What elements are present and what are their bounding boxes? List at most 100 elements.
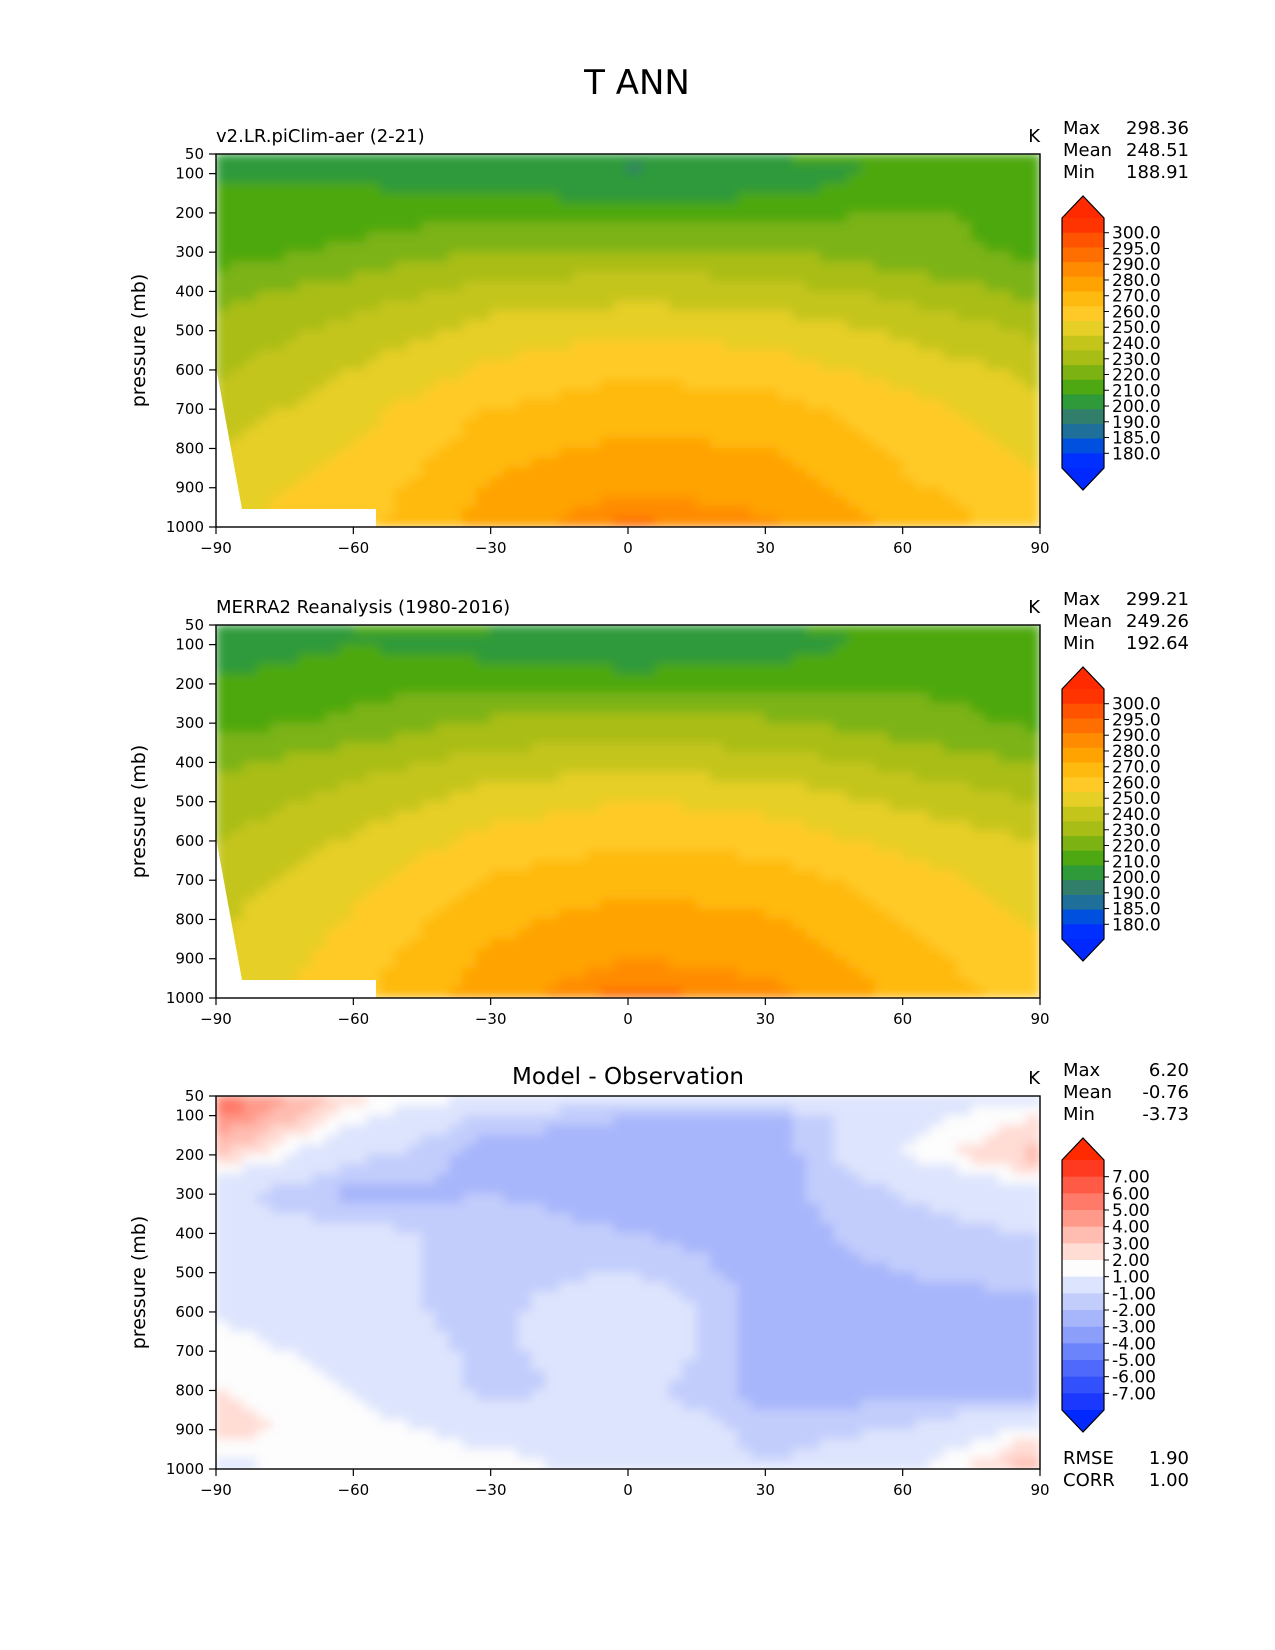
contour-cell <box>284 820 299 832</box>
contour-cell <box>366 693 382 705</box>
contour-cell <box>998 506 1014 518</box>
contour-cell <box>270 693 286 705</box>
contour-cell <box>380 340 396 351</box>
contour-cell <box>751 703 766 714</box>
contour-cell <box>284 771 299 783</box>
contour-cell <box>380 418 396 430</box>
contour-cell <box>256 899 272 911</box>
contour-cell <box>558 673 574 685</box>
contour-cell <box>394 418 409 430</box>
contour-cell <box>517 202 533 214</box>
contour-cell <box>792 300 808 312</box>
contour-cell <box>558 173 574 184</box>
contour-cell <box>860 516 876 527</box>
contour-cell <box>751 958 766 970</box>
contour-cell <box>943 918 959 930</box>
contour-cell <box>792 251 808 263</box>
contour-cell <box>284 310 299 322</box>
contour-cell <box>394 349 409 361</box>
contour-cell <box>957 840 972 852</box>
contour-cell <box>984 222 1000 234</box>
contour-cell <box>819 752 835 763</box>
contour-cell <box>270 879 286 891</box>
contour-cell <box>929 251 945 263</box>
contour-cell <box>448 820 464 832</box>
contour-cell <box>270 938 286 950</box>
contour-cell <box>627 281 643 292</box>
contour-cell <box>1025 182 1040 194</box>
contour-cell <box>462 154 478 165</box>
contour-cell <box>448 467 464 479</box>
contour-cell <box>627 349 643 361</box>
contour-cell <box>1025 379 1040 391</box>
contour-cell <box>874 369 890 381</box>
contour-cell <box>394 457 409 469</box>
contour-cell <box>668 251 684 263</box>
contour-cell <box>874 154 890 165</box>
contour-cell <box>682 732 698 744</box>
contour-cell <box>586 948 602 960</box>
contour-cell <box>503 938 519 950</box>
contour-cell <box>311 330 327 341</box>
contour-cell <box>297 1096 313 1107</box>
contour-cell <box>654 271 670 283</box>
contour-cell <box>778 712 794 724</box>
contour-cell <box>297 673 313 685</box>
contour-cell <box>421 771 437 783</box>
contour-cell <box>723 487 739 499</box>
contour-cell <box>448 447 464 459</box>
contour-cell <box>1012 447 1027 459</box>
contour-cell <box>517 1124 533 1136</box>
contour-cell <box>847 968 862 979</box>
x-tick-label: 0 <box>623 539 633 557</box>
contour-cell <box>654 683 670 695</box>
contour-cell <box>819 968 835 979</box>
contour-cell <box>256 693 272 705</box>
contour-cell <box>723 712 739 724</box>
contour-cell <box>874 261 890 273</box>
contour-cell <box>737 987 753 998</box>
contour-cell <box>1025 889 1040 901</box>
contour-cell <box>339 683 354 695</box>
contour-cell <box>558 182 574 194</box>
contour-cell <box>806 222 821 234</box>
contour-cell <box>394 467 409 479</box>
contour-cell <box>792 281 808 292</box>
contour-cell <box>957 653 972 665</box>
contour-cell <box>297 781 313 793</box>
contour-cell <box>806 310 821 322</box>
contour-cell <box>325 634 341 646</box>
contour-cell <box>325 447 341 459</box>
contour-cell <box>325 212 341 224</box>
contour-cell <box>902 340 917 351</box>
contour-cell <box>242 222 258 234</box>
contour-cell <box>448 742 464 754</box>
contour-cell <box>1025 330 1040 341</box>
contour-cell <box>984 173 1000 184</box>
contour-cell <box>888 761 904 773</box>
contour-cell <box>970 506 986 518</box>
contour-cell <box>778 359 794 371</box>
contour-cell <box>984 958 1000 970</box>
contour-cell <box>943 389 959 400</box>
contour-cell <box>654 232 670 243</box>
contour-cell <box>709 673 725 685</box>
contour-cell <box>847 634 862 646</box>
contour-cell <box>435 438 450 449</box>
contour-cell <box>627 663 643 675</box>
contour-cell <box>531 811 547 822</box>
contour-cell <box>929 653 945 665</box>
contour-cell <box>600 516 615 527</box>
contour-cell <box>984 477 1000 489</box>
contour-cell <box>284 379 299 391</box>
contour-cell <box>915 290 931 302</box>
contour-cell <box>421 899 437 911</box>
contour-cell <box>888 222 904 234</box>
contour-cell <box>847 359 862 371</box>
contour-cell <box>998 712 1014 724</box>
contour-cell <box>503 879 519 891</box>
contour-cell <box>462 418 478 430</box>
contour-cell <box>888 320 904 332</box>
contour-cell <box>311 477 327 489</box>
contour-cell <box>1012 154 1027 165</box>
